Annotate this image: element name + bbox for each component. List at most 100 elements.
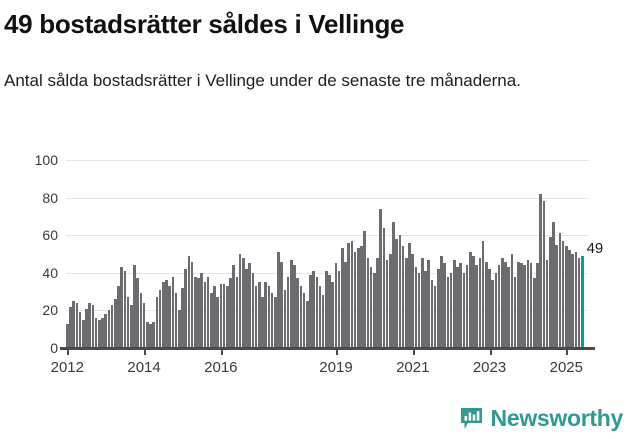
chart-subtitle: Antal sålda bostadsrätter i Vellinge und… <box>4 71 521 90</box>
bar <box>101 317 104 348</box>
bar <box>219 284 223 348</box>
bar <box>427 259 431 348</box>
gridline <box>66 160 589 161</box>
bar <box>417 272 421 348</box>
bar <box>536 263 539 348</box>
bar <box>193 276 197 348</box>
bar <box>568 250 571 348</box>
bar <box>187 255 191 348</box>
bar <box>309 274 312 348</box>
bar <box>126 297 130 348</box>
bar <box>523 265 527 348</box>
bar <box>286 276 290 348</box>
x-axis-tick-label: 2021 <box>396 359 430 376</box>
bar <box>405 257 408 348</box>
bar <box>117 285 120 348</box>
bar <box>200 272 203 348</box>
bar <box>139 293 143 348</box>
bar <box>289 259 293 348</box>
bar <box>504 261 507 348</box>
bar <box>379 208 383 348</box>
bar <box>430 280 434 348</box>
bar <box>459 263 463 348</box>
x-axis-tick-label: 2023 <box>472 359 507 376</box>
bar <box>257 282 261 348</box>
bar <box>443 263 447 348</box>
bar <box>357 248 360 348</box>
newsworthy-logo[interactable]: Newsworthy <box>459 406 623 431</box>
bar <box>174 293 178 348</box>
bar <box>206 276 210 348</box>
bar <box>389 254 392 348</box>
bar <box>267 285 271 348</box>
bar <box>574 252 578 348</box>
bar <box>321 295 325 348</box>
bar <box>494 272 498 348</box>
bar <box>241 257 245 348</box>
bar <box>238 254 242 348</box>
bar <box>133 265 136 348</box>
bar <box>481 240 485 348</box>
bar <box>283 289 287 348</box>
bar <box>558 233 562 348</box>
y-axis-tick-label: 0 <box>50 340 58 356</box>
bar <box>385 259 389 348</box>
bar <box>171 276 175 348</box>
bar <box>75 302 79 348</box>
bar <box>94 317 98 348</box>
y-axis: 0 20 40 60 80 100 <box>0 153 631 355</box>
y-axis-tick-label: 20 <box>42 302 58 319</box>
bar <box>350 240 354 348</box>
bar <box>517 261 520 348</box>
bar <box>315 276 319 348</box>
brand-name: Newsworthy <box>490 405 624 431</box>
bar <box>229 278 232 348</box>
bar <box>270 293 274 348</box>
x-axis-tick-label: 2012 <box>50 359 84 376</box>
x-axis-tick <box>489 348 492 355</box>
highlight-value-label: 49 <box>586 239 604 257</box>
bar <box>446 276 450 348</box>
x-axis-tick-label: 2025 <box>549 359 583 376</box>
bar <box>296 278 299 348</box>
bar <box>136 278 139 348</box>
bar <box>299 285 303 348</box>
bar <box>347 242 351 348</box>
bar <box>478 257 482 348</box>
bar <box>341 248 344 348</box>
y-axis-tick-label: 60 <box>42 227 58 244</box>
bar <box>565 246 568 348</box>
bar <box>85 308 88 348</box>
bar <box>369 267 373 348</box>
bar <box>273 297 277 348</box>
bar <box>545 259 549 348</box>
bar <box>363 231 367 348</box>
bar <box>88 302 91 348</box>
bar <box>261 297 264 348</box>
bar <box>318 285 322 348</box>
bar <box>529 263 533 348</box>
bar <box>325 270 328 348</box>
bar <box>168 285 171 348</box>
bar <box>549 237 552 348</box>
bar <box>203 282 207 348</box>
bar <box>254 285 258 348</box>
bar <box>373 272 376 348</box>
bar <box>411 254 415 348</box>
bar <box>453 259 456 348</box>
x-axis-tick <box>67 348 70 355</box>
bar <box>232 265 235 348</box>
x-axis-tick <box>566 348 569 355</box>
bar <box>152 321 155 348</box>
bar <box>72 301 75 348</box>
bar <box>145 321 149 348</box>
bar <box>264 282 267 348</box>
x-axis-line <box>60 347 595 350</box>
bar <box>510 254 514 348</box>
bar <box>424 270 427 348</box>
bar <box>155 297 159 348</box>
bar <box>392 222 395 348</box>
bar <box>113 299 117 348</box>
bar <box>440 255 443 348</box>
bar <box>91 304 95 348</box>
